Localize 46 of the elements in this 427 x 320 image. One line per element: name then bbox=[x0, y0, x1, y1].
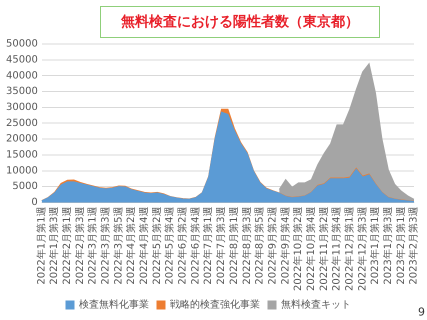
x-tick-label: 2022年11月第2週 bbox=[318, 206, 330, 292]
y-tick-label: 40000 bbox=[6, 70, 38, 82]
x-tick-label: 2022年9月第2週 bbox=[266, 206, 278, 285]
x-tick-label: 2023年1月第3週 bbox=[382, 206, 394, 285]
x-tick-label: 2022年4月第2週 bbox=[125, 206, 138, 285]
y-tick-label: 5000 bbox=[12, 181, 38, 192]
text: 9 bbox=[418, 305, 425, 318]
x-tick-label: 2022年12月第1週 bbox=[343, 206, 356, 292]
y-tick-label: 50000 bbox=[6, 38, 38, 50]
x-tick-label: 2022年2月第3週 bbox=[74, 206, 86, 285]
legend-label: 戦略的検査強化事業 bbox=[170, 298, 260, 311]
x-tick-label: 2022年10月第2週 bbox=[292, 206, 304, 292]
x-tick-label: 2022年1月第1週 bbox=[35, 206, 48, 285]
y-tick-label: 35000 bbox=[6, 86, 38, 98]
x-tick-label: 2022年5月第2週 bbox=[150, 206, 163, 285]
x-tick-label: 2022年9月第4週 bbox=[279, 206, 292, 285]
x-tick-label: 2022年8月第1週 bbox=[228, 206, 240, 285]
x-tick-label: 2022年7月第1週 bbox=[202, 206, 214, 285]
x-tick-label: 2023年2月第1週 bbox=[394, 206, 407, 285]
x-tick-label: 2022年5月第4週 bbox=[164, 206, 176, 285]
x-tick-label: 2022年2月第1週 bbox=[61, 206, 74, 285]
x-tick-label: 2022年1月第3週 bbox=[48, 206, 60, 285]
x-tick-label: 2022年10月第4週 bbox=[304, 206, 317, 292]
legend-label: 検査無料化事業 bbox=[79, 298, 149, 311]
y-tick-label: 45000 bbox=[6, 54, 38, 66]
legend-label: 無料検査キット bbox=[281, 298, 351, 311]
x-tick-label: 2022年3月第1週 bbox=[86, 206, 99, 285]
x-tick-label: 2022年7月第3週 bbox=[215, 206, 228, 285]
y-tick-label: 20000 bbox=[6, 134, 38, 145]
chart-title: 無料検査における陽性者数（東京都） bbox=[100, 6, 380, 38]
y-tick-label: 0 bbox=[31, 197, 38, 208]
x-tick-label: 2022年4月第4週 bbox=[138, 206, 150, 285]
x-tick-label: 2022年6月第4週 bbox=[189, 206, 202, 285]
y-tick-label: 30000 bbox=[6, 102, 38, 113]
y-tick-label: 25000 bbox=[6, 118, 38, 129]
x-tick-label: 2022年6月第2週 bbox=[176, 206, 189, 285]
x-tick-label: 2022年3月第5週 bbox=[112, 206, 124, 285]
x-tick-label: 2022年3月第3週 bbox=[100, 206, 112, 285]
x-tick-label: 2022年12月第3週 bbox=[356, 206, 368, 292]
x-tick-label: 2023年2月第3週 bbox=[408, 206, 420, 285]
y-tick-label: 10000 bbox=[6, 165, 38, 176]
x-tick-label: 2022年8月第3週 bbox=[240, 206, 253, 285]
x-tick-label: 2022年8月第5週 bbox=[254, 206, 266, 285]
x-tick-label: 2022年11月第4週 bbox=[330, 206, 343, 292]
y-tick-label: 15000 bbox=[6, 150, 38, 161]
x-tick-label: 2023年1月第1週 bbox=[369, 206, 382, 285]
